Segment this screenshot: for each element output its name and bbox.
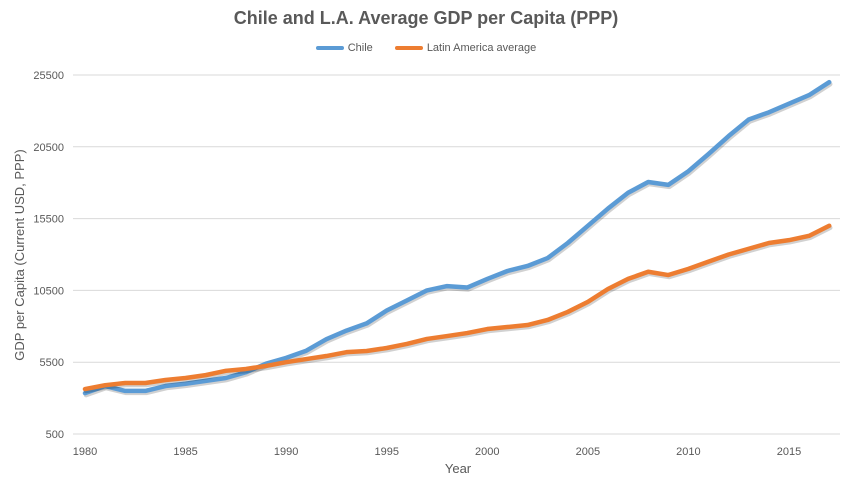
legend-swatch-latin-america <box>394 46 423 50</box>
y-tick-label: 10500 <box>33 285 64 297</box>
x-tick-label: 1990 <box>274 446 298 458</box>
y-tick-label: 5500 <box>40 357 64 369</box>
series-line-chile <box>82 79 832 396</box>
legend-label-latin-america: Latin America average <box>426 42 537 54</box>
x-tick-label: 2005 <box>576 446 600 458</box>
y-tick-label: 25500 <box>33 70 64 82</box>
legend-swatch-chile <box>315 46 344 50</box>
x-tick-label: 1985 <box>173 446 197 458</box>
x-tick-label: 2015 <box>777 446 801 458</box>
legend: Chile Latin America average <box>0 42 852 54</box>
x-tick-label: 1995 <box>374 446 398 458</box>
y-tick-label: 20500 <box>33 142 64 154</box>
series-shadow <box>83 225 833 394</box>
series-shadow <box>83 81 833 398</box>
series-line-latin-america <box>82 223 832 392</box>
y-tick-label: 15500 <box>33 214 64 226</box>
y-tick-label: 500 <box>46 429 64 441</box>
x-tick-label: 2010 <box>676 446 700 458</box>
legend-item-latin-america: Latin America average <box>394 42 537 54</box>
chart-title: Chile and L.A. Average GDP per Capita (P… <box>233 8 619 28</box>
x-tick-label: 2000 <box>475 446 499 458</box>
x-tick-label: 1980 <box>73 446 97 458</box>
legend-item-chile: Chile <box>315 42 373 54</box>
x-axis-label: Year <box>445 461 472 476</box>
legend-label-chile: Chile <box>347 42 373 54</box>
y-axis-label: GDP per Capita (Current USD, PPP) <box>12 149 27 360</box>
